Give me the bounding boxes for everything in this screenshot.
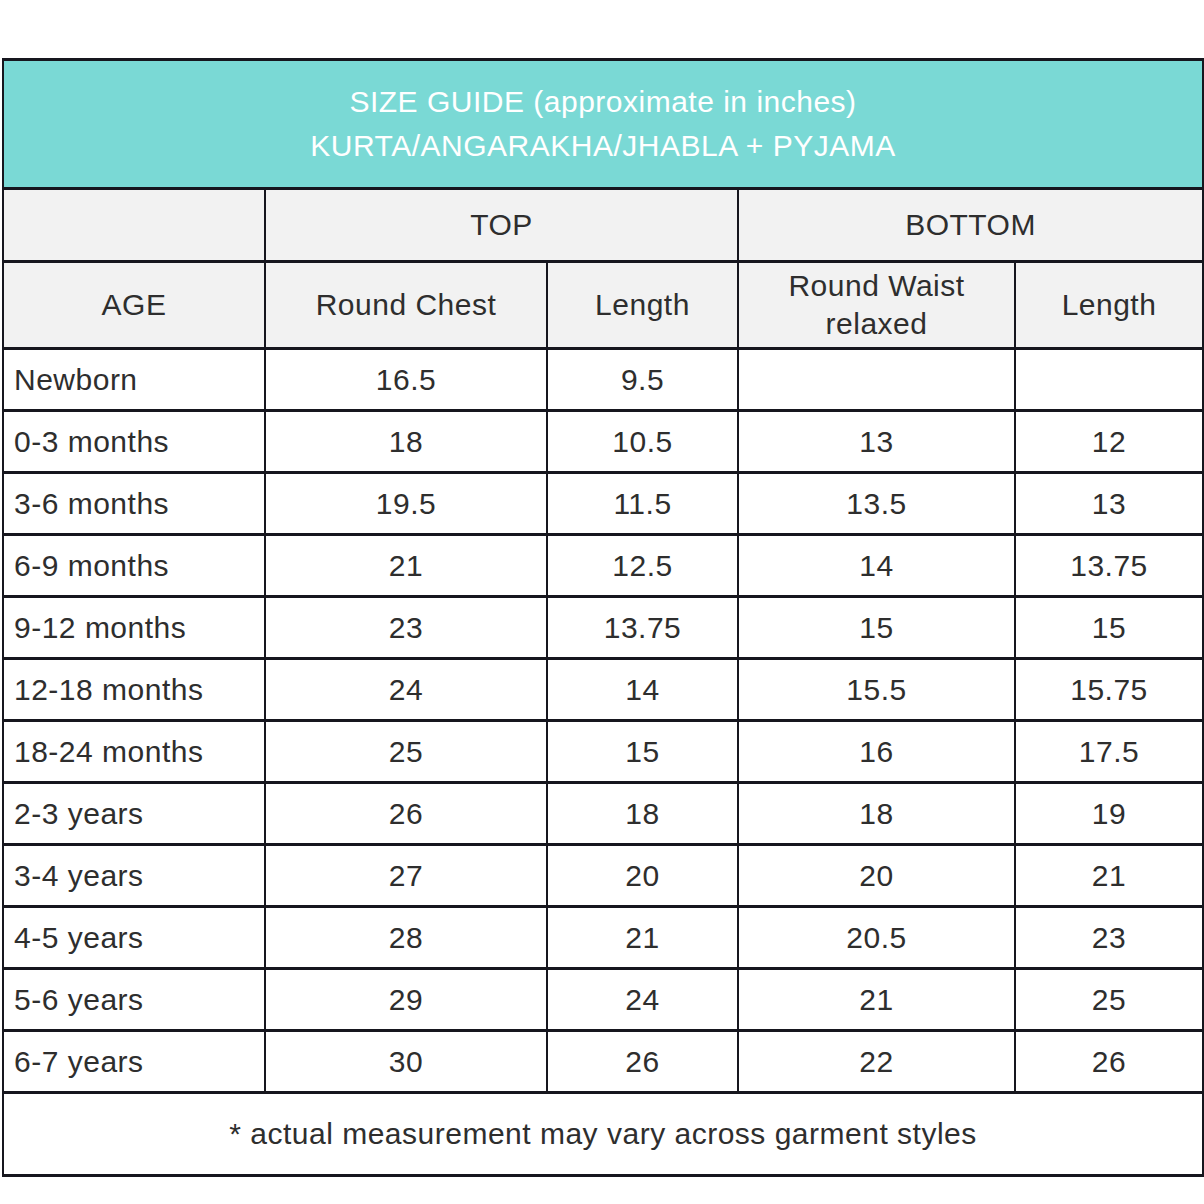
group-header-top: TOP [265, 189, 738, 262]
value-cell: 9.5 [547, 349, 738, 411]
table-row: 2-3 years 26 18 18 19 [3, 783, 1203, 845]
age-cell: 5-6 years [3, 969, 265, 1031]
value-cell [738, 349, 1015, 411]
value-cell: 19.5 [265, 473, 547, 535]
title-line-2: KURTA/ANGARAKHA/JHABLA + PYJAMA [10, 124, 1196, 168]
table-row: 12-18 months 24 14 15.5 15.75 [3, 659, 1203, 721]
value-cell: 20.5 [738, 907, 1015, 969]
title-line-1: SIZE GUIDE (approximate in inches) [10, 80, 1196, 124]
value-cell: 21 [547, 907, 738, 969]
value-cell: 13.5 [738, 473, 1015, 535]
age-cell: 12-18 months [3, 659, 265, 721]
value-cell: 28 [265, 907, 547, 969]
column-header-row: AGE Round Chest Length Round Waist relax… [3, 262, 1203, 349]
group-header-empty [3, 189, 265, 262]
value-cell: 26 [1015, 1031, 1203, 1093]
value-cell: 18 [265, 411, 547, 473]
value-cell: 25 [265, 721, 547, 783]
age-cell: 9-12 months [3, 597, 265, 659]
value-cell: 15 [1015, 597, 1203, 659]
table-row: 18-24 months 25 15 16 17.5 [3, 721, 1203, 783]
value-cell: 21 [1015, 845, 1203, 907]
table-row: 4-5 years 28 21 20.5 23 [3, 907, 1203, 969]
value-cell: 16 [738, 721, 1015, 783]
value-cell: 26 [265, 783, 547, 845]
column-header-round-chest: Round Chest [265, 262, 547, 349]
age-cell: 3-4 years [3, 845, 265, 907]
table-row: 0-3 months 18 10.5 13 12 [3, 411, 1203, 473]
title-row: SIZE GUIDE (approximate in inches) KURTA… [3, 60, 1203, 189]
age-cell: 4-5 years [3, 907, 265, 969]
value-cell: 22 [738, 1031, 1015, 1093]
column-header-round-waist: Round Waist relaxed [738, 262, 1015, 349]
age-cell: 3-6 months [3, 473, 265, 535]
column-header-top-length: Length [547, 262, 738, 349]
value-cell: 29 [265, 969, 547, 1031]
size-guide-table: SIZE GUIDE (approximate in inches) KURTA… [2, 58, 1204, 1177]
value-cell: 24 [265, 659, 547, 721]
column-header-age: AGE [3, 262, 265, 349]
table-row: 6-7 years 30 26 22 26 [3, 1031, 1203, 1093]
column-header-bottom-length: Length [1015, 262, 1203, 349]
value-cell: 21 [738, 969, 1015, 1031]
value-cell: 11.5 [547, 473, 738, 535]
value-cell: 24 [547, 969, 738, 1031]
value-cell: 10.5 [547, 411, 738, 473]
value-cell: 13.75 [547, 597, 738, 659]
value-cell: 15.5 [738, 659, 1015, 721]
age-cell: Newborn [3, 349, 265, 411]
table-row: 3-4 years 27 20 20 21 [3, 845, 1203, 907]
table-row: 6-9 months 21 12.5 14 13.75 [3, 535, 1203, 597]
value-cell: 13 [1015, 473, 1203, 535]
table-row: Newborn 16.5 9.5 [3, 349, 1203, 411]
value-cell: 15 [738, 597, 1015, 659]
value-cell: 18 [547, 783, 738, 845]
table-title: SIZE GUIDE (approximate in inches) KURTA… [3, 60, 1203, 189]
value-cell: 18 [738, 783, 1015, 845]
table-row: 9-12 months 23 13.75 15 15 [3, 597, 1203, 659]
table-row: 3-6 months 19.5 11.5 13.5 13 [3, 473, 1203, 535]
value-cell: 23 [265, 597, 547, 659]
size-guide-page: SIZE GUIDE (approximate in inches) KURTA… [0, 0, 1204, 1204]
group-header-row: TOP BOTTOM [3, 189, 1203, 262]
value-cell: 14 [547, 659, 738, 721]
value-cell: 12.5 [547, 535, 738, 597]
value-cell: 14 [738, 535, 1015, 597]
age-cell: 2-3 years [3, 783, 265, 845]
value-cell: 30 [265, 1031, 547, 1093]
value-cell: 19 [1015, 783, 1203, 845]
value-cell: 21 [265, 535, 547, 597]
group-header-bottom: BOTTOM [738, 189, 1203, 262]
value-cell: 13.75 [1015, 535, 1203, 597]
value-cell: 27 [265, 845, 547, 907]
footnote-row: * actual measurement may vary across gar… [3, 1093, 1203, 1176]
value-cell: 15 [547, 721, 738, 783]
value-cell: 20 [738, 845, 1015, 907]
value-cell: 25 [1015, 969, 1203, 1031]
value-cell: 20 [547, 845, 738, 907]
value-cell: 16.5 [265, 349, 547, 411]
table-row: 5-6 years 29 24 21 25 [3, 969, 1203, 1031]
value-cell: 12 [1015, 411, 1203, 473]
age-cell: 6-7 years [3, 1031, 265, 1093]
value-cell: 26 [547, 1031, 738, 1093]
age-cell: 18-24 months [3, 721, 265, 783]
value-cell: 15.75 [1015, 659, 1203, 721]
value-cell: 23 [1015, 907, 1203, 969]
footnote-text: * actual measurement may vary across gar… [3, 1093, 1203, 1176]
age-cell: 0-3 months [3, 411, 265, 473]
age-cell: 6-9 months [3, 535, 265, 597]
value-cell: 13 [738, 411, 1015, 473]
value-cell: 17.5 [1015, 721, 1203, 783]
value-cell [1015, 349, 1203, 411]
